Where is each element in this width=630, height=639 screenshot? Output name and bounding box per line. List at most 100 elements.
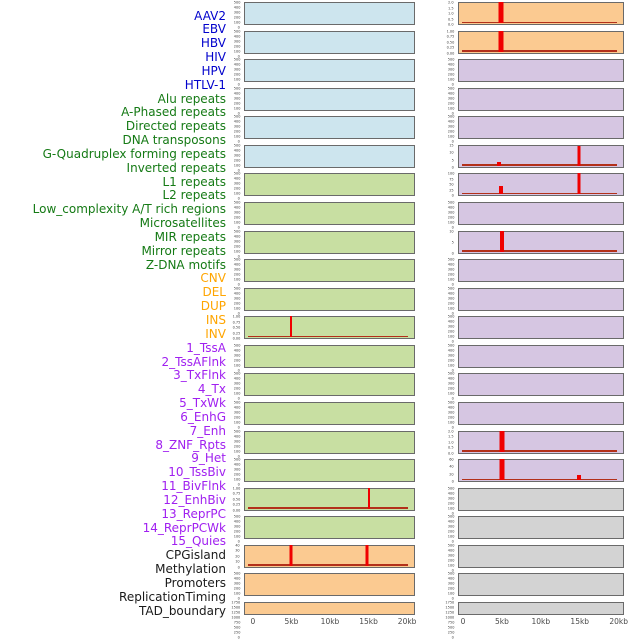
y-axis-ticks: 60 40 20 0 — [410, 457, 454, 484]
y-axis-ticks: 15 10 5 0 — [410, 143, 454, 170]
track-panel-13-reprpc — [458, 401, 624, 425]
y-tick-label: 500 — [233, 624, 240, 630]
y-tick-label: 500 — [447, 86, 454, 91]
y-tick-label: 200 — [447, 215, 454, 220]
y-tick-label: 0 — [451, 165, 454, 170]
y-tick-label: 500 — [233, 457, 240, 462]
y-tick-label: 400 — [233, 62, 240, 67]
y-tick-label: 100 — [447, 277, 454, 282]
y-tick-label: 200 — [233, 44, 240, 49]
y-tick-label: 500 — [447, 571, 454, 576]
y-tick-label: 500 — [447, 400, 454, 405]
y-tick-label: 400 — [233, 91, 240, 96]
y-tick-label: 0 — [237, 139, 240, 144]
track-panel-ebv — [244, 30, 415, 54]
y-tick-label: 400 — [233, 348, 240, 353]
y-tick-label: 0 — [451, 425, 454, 430]
row-label-z-dna-motifs: Z-DNA motifs — [145, 257, 226, 272]
track-panel-methylation — [458, 516, 624, 540]
y-tick-label: 0 — [237, 225, 240, 230]
y-tick-label: 500 — [447, 114, 454, 119]
track-panel-hpv — [244, 116, 415, 140]
y-tick-label: 300 — [233, 153, 240, 158]
track-panel-htlv-1 — [244, 144, 415, 168]
y-axis-ticks: 500 400 300 200 100 0 — [410, 314, 454, 343]
track-panel-12-enhbiv — [458, 373, 624, 397]
signal-spike — [498, 185, 503, 195]
y-tick-label: 0.0 — [448, 451, 454, 456]
y-tick-label: 500 — [233, 114, 240, 119]
track-panel-mir-repeats — [244, 459, 415, 483]
y-tick-label: 200 — [233, 272, 240, 277]
y-tick-label: 0 — [237, 539, 240, 544]
track-panel-11-bivflnk — [458, 344, 624, 368]
y-tick-label: 100 — [233, 191, 240, 196]
y-tick-label: 200 — [233, 15, 240, 20]
y-tick-label: 200 — [233, 186, 240, 191]
track-panel-6-enhg — [458, 201, 624, 225]
signal-spike — [496, 162, 501, 166]
y-tick-label: 750 — [447, 619, 454, 625]
track-panel-aav2 — [244, 2, 415, 25]
signal-spike — [499, 459, 505, 481]
x-tick-label: 15kb — [359, 617, 378, 626]
y-tick-label: 200 — [447, 129, 454, 134]
row-label-4-tx: 4_Tx — [197, 382, 226, 397]
y-tick-label: 300 — [447, 381, 454, 386]
y-tick-label: 300 — [233, 124, 240, 129]
row-label-14-reprpcwk: 14_ReprPCWk — [142, 520, 226, 535]
y-tick-label: 0 — [451, 193, 454, 198]
y-tick-label: 300 — [233, 296, 240, 301]
y-axis-ticks: 500 400 300 200 100 0 — [410, 343, 454, 372]
row-label-12-enhbiv: 12_EnhBiv — [163, 492, 226, 507]
row-label-promoters: Promoters — [164, 575, 226, 590]
y-tick-label: 100 — [233, 163, 240, 168]
y-tick-label: 300 — [233, 267, 240, 272]
y-tick-label: 200 — [447, 272, 454, 277]
y-tick-label: 300 — [447, 267, 454, 272]
x-tick-label: 10kb — [531, 617, 551, 626]
y-tick-label: 2.0 — [448, 0, 454, 5]
y-tick-label: 10 — [449, 150, 454, 155]
y-tick-label: 200 — [447, 72, 454, 77]
y-tick-label: 500 — [233, 0, 240, 5]
y-tick-label: 100 — [233, 477, 240, 482]
y-tick-label: 100 — [447, 420, 454, 425]
track-panel-dup — [244, 601, 415, 615]
row-label-inv: INV — [205, 326, 226, 341]
y-tick-label: 1.0 — [448, 440, 454, 445]
y-axis-ticks: 500 400 300 200 100 0 — [410, 114, 454, 144]
y-tick-label: 200 — [233, 129, 240, 134]
y-tick-label: 500 — [233, 57, 240, 62]
y-tick-label: 300 — [233, 467, 240, 472]
y-tick-label: 0 — [451, 82, 454, 87]
y-tick-label: 0 — [237, 54, 240, 59]
y-tick-label: 300 — [447, 553, 454, 558]
y-tick-label: 0 — [237, 454, 240, 459]
y-tick-label: 0 — [237, 396, 240, 401]
row-label-1-tssa: 1_TssA — [186, 340, 226, 355]
y-tick-label: 100 — [233, 420, 240, 425]
track-panel-ins — [458, 2, 624, 25]
y-tick-label: 0 — [451, 139, 454, 144]
track-panel-microsatellites — [244, 430, 415, 454]
row-label-hpv: HPV — [201, 63, 226, 78]
y-tick-label: 300 — [447, 581, 454, 586]
y-tick-label: 500 — [233, 229, 240, 234]
y-tick-label: 100 — [447, 506, 454, 511]
y-tick-label: 0.75 — [446, 34, 454, 39]
signal-baseline — [462, 450, 618, 452]
row-label-15-quies: 15_Quies — [170, 534, 226, 549]
y-axis-ticks: 500 400 300 200 100 0 — [410, 57, 454, 87]
y-tick-label: 500 — [447, 624, 454, 630]
y-tick-label: 0 — [237, 565, 240, 570]
y-tick-label: 0 — [237, 111, 240, 116]
y-tick-label: 400 — [233, 376, 240, 381]
row-label-3-txflnk: 3_TxFlnk — [173, 368, 226, 383]
y-tick-label: 0 — [237, 425, 240, 430]
y-tick-label: 500 — [233, 171, 240, 176]
row-label-7-enh: 7_Enh — [189, 423, 226, 438]
row-label-replicationtiming: ReplicationTiming — [119, 589, 226, 604]
signal-spike — [289, 544, 293, 566]
y-tick-label: 400 — [447, 491, 454, 496]
